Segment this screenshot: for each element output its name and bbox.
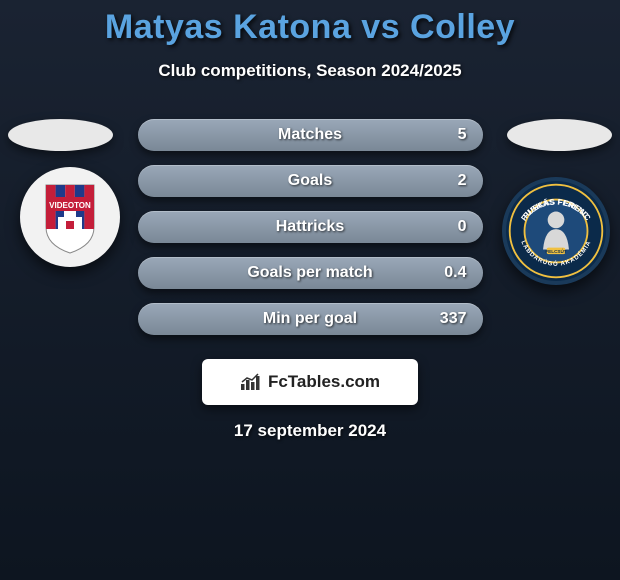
stat-value: 2: [458, 172, 467, 190]
page-subtitle: Club competitions, Season 2024/2025: [0, 61, 620, 81]
stat-label: Matches: [278, 126, 342, 144]
stat-row-matches: Matches 5: [138, 119, 483, 151]
stat-value: 337: [440, 310, 467, 328]
videoton-logo-icon: VIDEOTON: [20, 167, 120, 267]
stat-row-min-per-goal: Min per goal 337: [138, 303, 483, 335]
stat-value: 5: [458, 126, 467, 144]
svg-text:FELCSÚT: FELCSÚT: [545, 248, 566, 254]
stat-row-goals: Goals 2: [138, 165, 483, 197]
stat-row-hattricks: Hattricks 0: [138, 211, 483, 243]
brand-text: FcTables.com: [268, 372, 380, 392]
right-club-badge: PUSKÁS FERENC PUSKÁS FERENC LABDARÚGÓ AK…: [502, 177, 610, 285]
stat-row-goals-per-match: Goals per match 0.4: [138, 257, 483, 289]
bar-chart-icon: [240, 373, 262, 391]
stat-rows: Matches 5 Goals 2 Hattricks 0 Goals per …: [138, 101, 483, 335]
stat-label: Goals: [288, 172, 332, 190]
brand-box: FcTables.com: [202, 359, 418, 405]
page-title: Matyas Katona vs Colley: [0, 0, 620, 47]
comparison-panel: VIDEOTON PUSKÁS FERENC PUSKÁS FERENC LAB…: [0, 101, 620, 441]
svg-text:VIDEOTON: VIDEOTON: [49, 201, 91, 210]
stat-label: Goals per match: [247, 264, 372, 282]
stat-value: 0.4: [444, 264, 466, 282]
stat-label: Min per goal: [263, 310, 357, 328]
puskas-logo-icon: PUSKÁS FERENC PUSKÁS FERENC LABDARÚGÓ AK…: [506, 181, 606, 281]
stat-value: 0: [458, 218, 467, 236]
left-player-avatar: [8, 119, 113, 151]
left-club-badge: VIDEOTON: [20, 167, 120, 267]
footer-date: 17 september 2024: [0, 421, 620, 441]
stat-label: Hattricks: [276, 218, 344, 236]
right-player-avatar: [507, 119, 612, 151]
